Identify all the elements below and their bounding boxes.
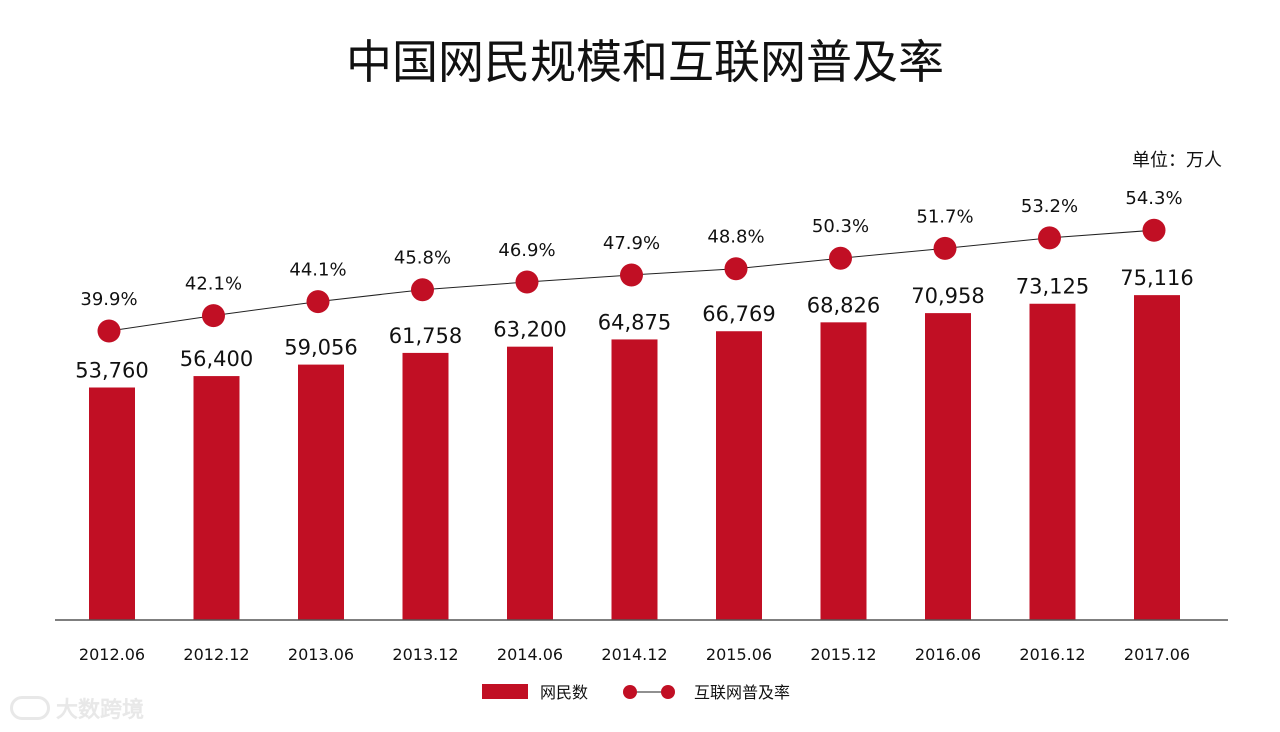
bar-2016.12 (1029, 303, 1076, 620)
x-tick-label: 2014.06 (497, 645, 563, 664)
bar-value-label: 53,760 (75, 359, 148, 383)
x-tick-label: 2013.12 (392, 645, 458, 664)
x-tick-label: 2012.12 (183, 645, 249, 664)
rate-value-label: 45.8% (394, 248, 451, 269)
bar-value-label: 56,400 (180, 347, 253, 371)
rate-point-2015.12 (829, 246, 852, 270)
bar-2015.06 (716, 331, 762, 620)
bar-value-label: 63,200 (493, 318, 566, 342)
bar-value-label: 64,875 (598, 310, 671, 334)
bar-2013.06 (298, 364, 344, 620)
bar-value-label: 59,056 (284, 336, 357, 360)
x-tick-label: 2017.06 (1124, 645, 1190, 664)
x-tick-label: 2013.06 (288, 645, 354, 664)
legend-line-label: 互联网普及率 (694, 683, 790, 702)
legend-line-marker-right (661, 685, 675, 699)
rate-value-label: 54.3% (1125, 188, 1182, 209)
bar-value-label: 68,826 (807, 293, 880, 317)
legend-line-marker-left (623, 685, 637, 699)
watermark-logo-icon (10, 696, 50, 720)
x-tick-label: 2016.06 (915, 645, 981, 664)
unit-label: 单位：万人 (1132, 150, 1222, 171)
bar-2017.06 (1134, 295, 1180, 620)
rate-value-label: 50.3% (812, 216, 869, 237)
bar-2013.12 (402, 352, 449, 620)
rate-value-label: 53.2% (1021, 196, 1078, 217)
legend-bar-label: 网民数 (540, 683, 588, 702)
rate-point-2016.12 (1038, 226, 1061, 250)
x-tick-label: 2014.12 (601, 645, 667, 664)
bar-value-label: 66,769 (702, 302, 775, 326)
rate-value-label: 48.8% (707, 227, 764, 248)
bar-2015.12 (820, 322, 867, 620)
bar-2014.06 (507, 346, 553, 620)
bar-2014.12 (611, 339, 658, 620)
bar-value-label: 75,116 (1120, 266, 1193, 290)
x-tick-label: 2012.06 (79, 645, 145, 664)
watermark-text: 大数跨境 (56, 698, 145, 723)
rate-point-2012.12 (202, 304, 225, 328)
chart-title: 中国网民规模和互联网普及率 (346, 35, 944, 89)
rate-value-label: 51.7% (916, 206, 973, 227)
rate-point-2012.06 (97, 319, 121, 343)
bar-2016.06 (925, 313, 971, 620)
bars-layer: 53,760 56,400 59,056 61,758 63,200 64,875 66,7… (75, 266, 1194, 620)
legend-bar-swatch (482, 684, 528, 699)
x-tick-label: 2015.06 (706, 645, 772, 664)
bar-value-label: 70,958 (911, 284, 984, 308)
watermark: 大数跨境 (10, 692, 144, 724)
rate-value-label: 42.1% (185, 274, 242, 295)
bar-value-label: 73,125 (1016, 275, 1089, 299)
rate-value-label: 39.9% (80, 289, 137, 310)
rate-point-2014.12 (620, 263, 643, 287)
bar-value-label: 61,758 (389, 324, 462, 348)
bar-2012.06 (89, 387, 135, 620)
rate-point-2016.06 (933, 236, 957, 260)
x-tick-label: 2016.12 (1019, 645, 1085, 664)
bar-2012.12 (193, 376, 240, 620)
rate-point-2017.06 (1142, 218, 1166, 242)
rate-value-label: 44.1% (289, 260, 346, 281)
rate-line-layer: 39.9% 42.1% 44.1% 45.8% 46.9% 47.9% 48.8% 50.3%… (80, 188, 1183, 343)
x-tick-label: 2015.12 (810, 645, 876, 664)
legend: 网民数 互联网普及率 (482, 683, 790, 702)
rate-point-2013.06 (306, 290, 330, 314)
rate-point-2014.06 (515, 270, 539, 294)
x-tick-labels: 2012.06 2012.12 2013.06 2013.12 2014.06 2014.… (79, 645, 1190, 664)
rate-point-2013.12 (411, 278, 434, 302)
rate-value-label: 46.9% (498, 240, 555, 261)
rate-point-2015.06 (724, 257, 748, 281)
rate-value-label: 47.9% (603, 233, 660, 254)
